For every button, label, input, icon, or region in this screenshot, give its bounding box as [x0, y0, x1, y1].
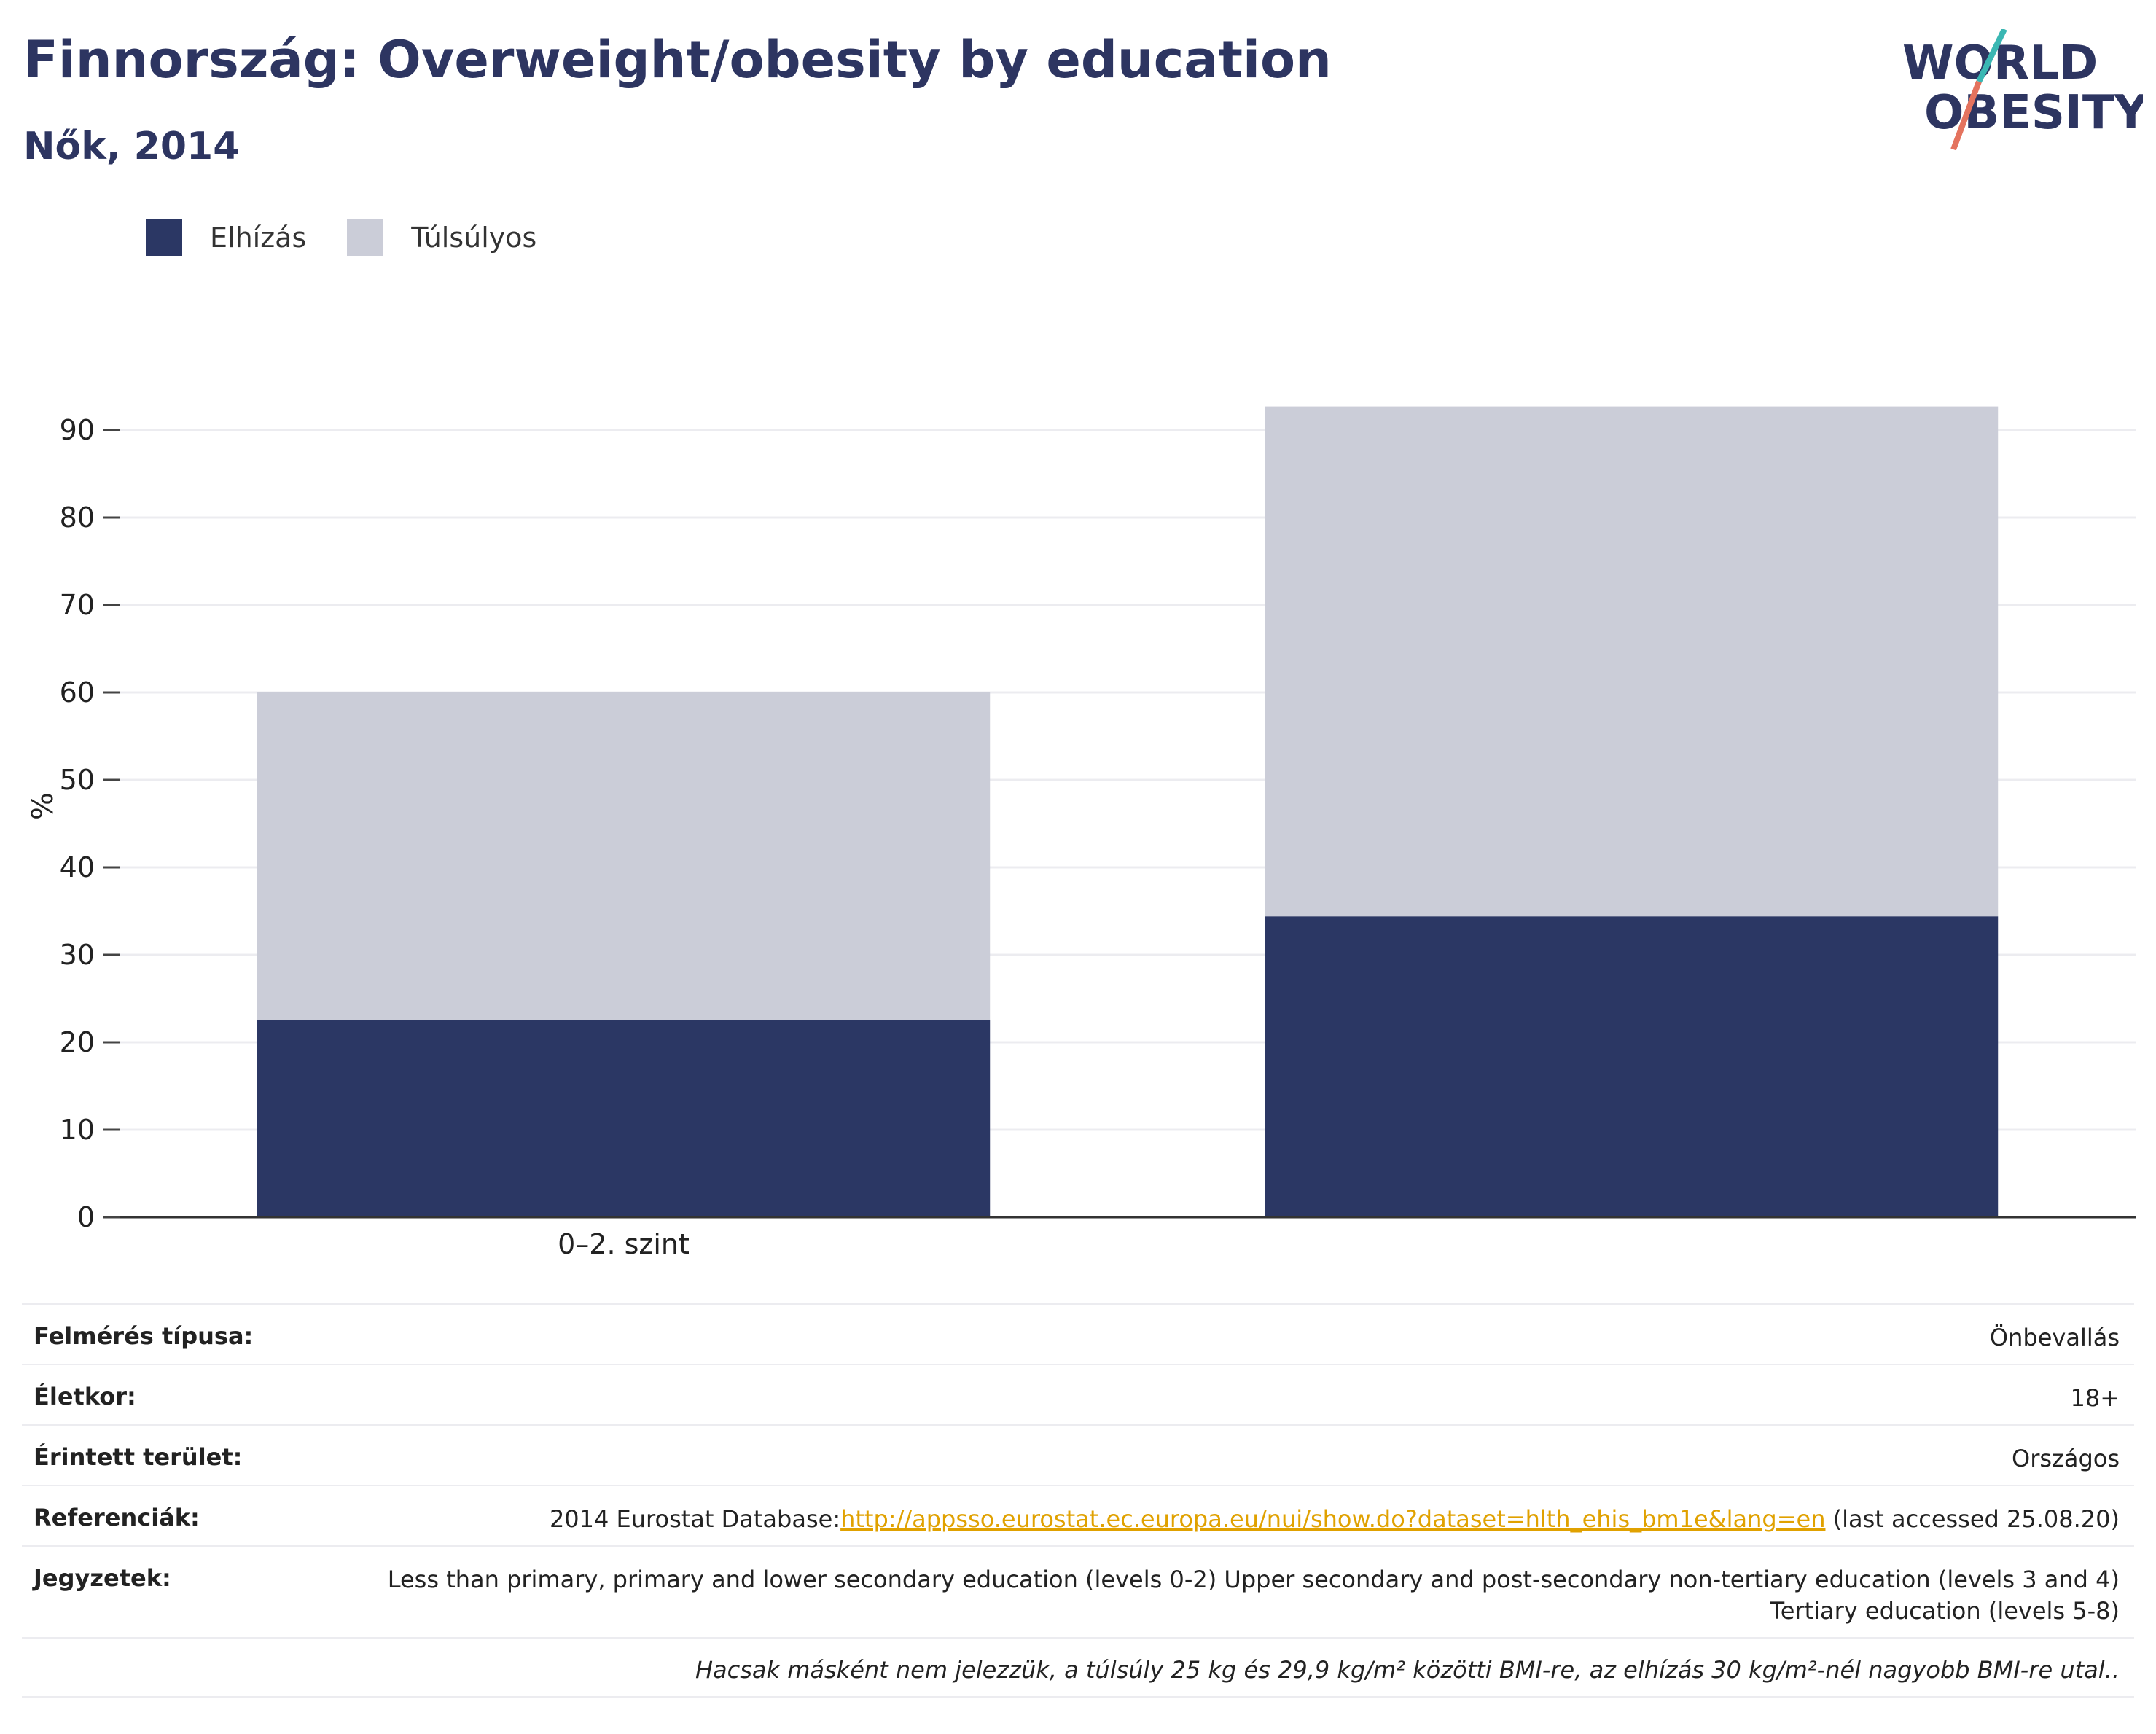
info-row-footnote: Hacsak másként nem jelezzük, a túlsúly 2… — [22, 1637, 2134, 1698]
references-link[interactable]: http://appsso.eurostat.ec.europa.eu/nui/… — [840, 1505, 1826, 1533]
info-row-references: Referenciák: 2014 Eurostat Database:http… — [22, 1485, 2134, 1545]
area-value: Országos — [2012, 1445, 2120, 1472]
notes-value: Less than primary, primary and lower sec… — [387, 1566, 2120, 1625]
legend-swatch-obesity — [146, 219, 182, 256]
world-obesity-logo: WORLD OBESITY — [1902, 29, 2143, 151]
age-label: Életkor: — [34, 1383, 136, 1410]
info-row-survey-type: Felmérés típusa: Önbevallás — [22, 1303, 2134, 1364]
age-value: 18+ — [2070, 1384, 2120, 1412]
chart-legend: Elhízás Túlsúlyos — [146, 217, 577, 258]
legend-item-overweight[interactable]: Túlsúlyos — [347, 219, 536, 256]
legend-label-overweight: Túlsúlyos — [411, 222, 537, 254]
stacked-bar-chart: 0 10 20 30 40 50 60 70 80 90% 0–2. szint — [26, 406, 2136, 1260]
bar-overweight-1 — [1265, 406, 1999, 917]
y-tick-label-90: 90 — [60, 414, 95, 446]
survey-type-label: Felmérés típusa: — [34, 1322, 254, 1350]
logo-slash-top — [1976, 29, 2007, 83]
references-suffix: (last accessed 25.08.20) — [1825, 1505, 2120, 1533]
y-tick-label-50: 50 — [60, 764, 95, 796]
y-tick-label-40: 40 — [60, 851, 95, 883]
y-tick-label-80: 80 — [60, 501, 95, 534]
bar-overweight-0 — [257, 692, 991, 1020]
footnote: Hacsak másként nem jelezzük, a túlsúly 2… — [695, 1656, 2120, 1684]
x-tick-label-0: 0–2. szint — [558, 1228, 690, 1260]
y-axis-label: % — [26, 792, 60, 820]
legend-swatch-overweight — [347, 219, 384, 256]
y-tick-label-60: 60 — [60, 676, 95, 708]
notes-label: Jegyzetek: — [34, 1564, 171, 1592]
logo-slash-bottom — [1950, 80, 1982, 151]
survey-type-value: Önbevallás — [1989, 1324, 2120, 1351]
legend-label-obesity: Elhízás — [210, 222, 307, 254]
references-label: Referenciák: — [34, 1504, 200, 1531]
bar-obesity-1 — [1265, 916, 1999, 1217]
y-tick-label-70: 70 — [60, 589, 95, 621]
references-prefix: 2014 Eurostat Database: — [549, 1505, 841, 1533]
info-table: Felmérés típusa: Önbevallás Életkor: 18+… — [22, 1303, 2134, 1698]
references-value: 2014 Eurostat Database:http://appsso.eur… — [550, 1504, 2120, 1535]
logo-line-1: WORLD — [1902, 36, 2098, 90]
y-tick-label-20: 20 — [60, 1026, 95, 1058]
info-row-notes: Jegyzetek: Less than primary, primary an… — [22, 1545, 2134, 1637]
area-label: Érintett terület: — [34, 1443, 243, 1471]
y-tick-label-0: 0 — [77, 1201, 95, 1233]
y-tick-label-10: 10 — [60, 1114, 95, 1146]
info-row-age: Életkor: 18+ — [22, 1364, 2134, 1424]
chart-title: Finnország: Overweight/obesity by educat… — [23, 30, 1332, 90]
chart-subtitle: Nők, 2014 — [23, 125, 240, 168]
info-row-area: Érintett terület: Országos — [22, 1424, 2134, 1485]
bar-obesity-0 — [257, 1020, 991, 1217]
legend-item-obesity[interactable]: Elhízás — [146, 219, 306, 256]
y-tick-label-30: 30 — [60, 939, 95, 971]
